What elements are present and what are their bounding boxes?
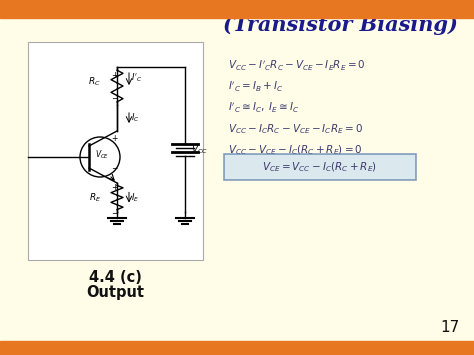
FancyBboxPatch shape	[224, 154, 416, 180]
Text: −: −	[111, 209, 118, 218]
Text: $I_E$: $I_E$	[131, 191, 139, 204]
Text: Output: Output	[86, 285, 144, 300]
Bar	[0, 341, 474, 355]
Text: +: +	[111, 134, 117, 143]
Text: $I'_C \cong I_C ,\; I_E \cong I_C$: $I'_C \cong I_C ,\; I_E \cong I_C$	[228, 101, 300, 115]
Text: $V_{CC} - I'_C R_C - V_{CE} - I_E R_E = 0$: $V_{CC} - I'_C R_C - V_{CE} - I_E R_E = …	[228, 59, 365, 73]
Text: $V_{CC} - V_{CE} - I_C (R_C + R_E) = 0$: $V_{CC} - V_{CE} - I_C (R_C + R_E) = 0$	[228, 143, 363, 157]
Text: $V_{CE}$: $V_{CE}$	[95, 149, 109, 161]
Text: $V_{CE} = V_{CC} - I_C (R_C + R_E)$: $V_{CE} = V_{CC} - I_C (R_C + R_E)$	[263, 160, 377, 174]
Text: $R_E$: $R_E$	[89, 191, 101, 204]
Text: $I'_C = I_B + I_C$: $I'_C = I_B + I_C$	[228, 80, 283, 94]
Text: +: +	[111, 71, 118, 80]
Bar	[0, 0, 474, 18]
Bar	[28, 42, 203, 260]
Text: +: +	[111, 183, 118, 192]
Text: −: −	[111, 164, 117, 173]
Text: $R_C$: $R_C$	[88, 76, 101, 88]
Text: −: −	[111, 94, 118, 103]
Text: $I'_C$: $I'_C$	[131, 72, 142, 84]
Text: 4.4 (c): 4.4 (c)	[89, 270, 141, 285]
Text: $V_{CC}$: $V_{CC}$	[191, 144, 208, 156]
Text: (Transistor Biasing): (Transistor Biasing)	[223, 15, 457, 35]
Text: $I_C$: $I_C$	[131, 112, 139, 124]
Text: 17: 17	[441, 320, 460, 335]
Text: $V_{CC} - I_C R_C - V_{CE} - I_C R_E = 0$: $V_{CC} - I_C R_C - V_{CE} - I_C R_E = 0…	[228, 122, 363, 136]
